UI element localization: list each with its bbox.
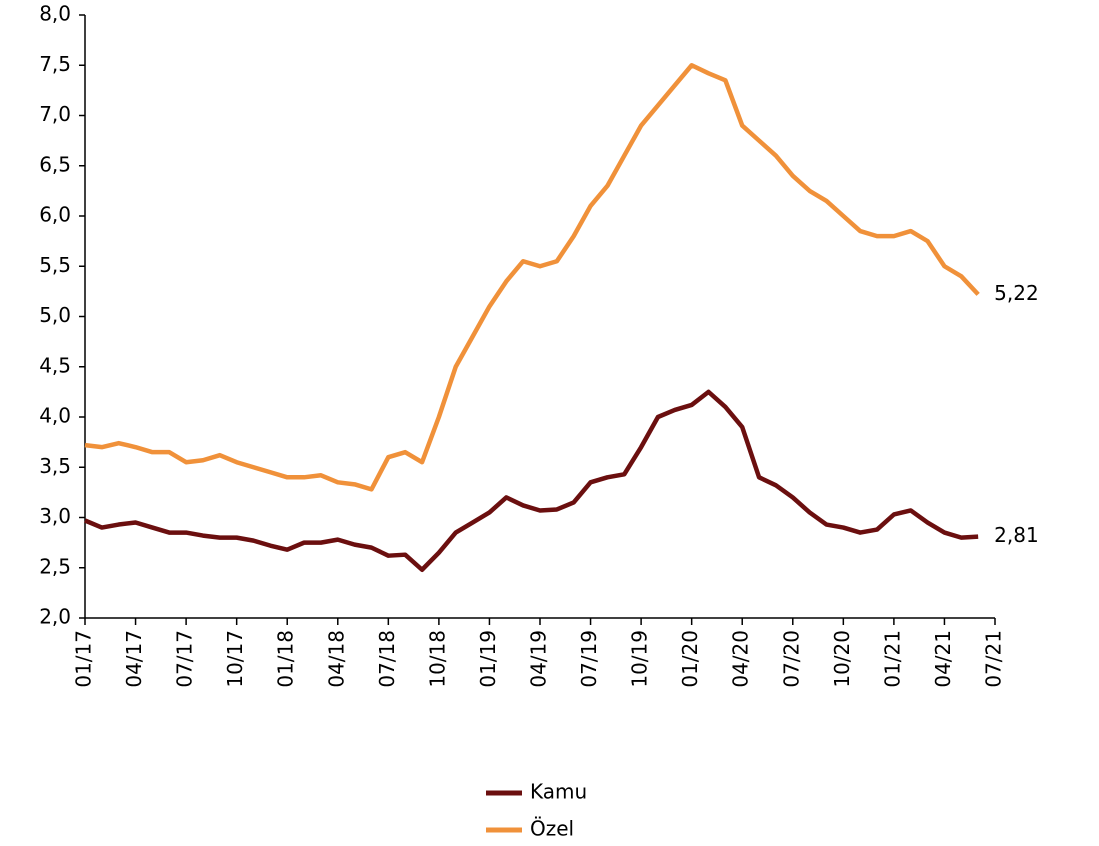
y-tick-label: 2,5 (39, 554, 71, 578)
y-tick-label: 3,0 (39, 504, 71, 528)
y-tick-label: 2,0 (39, 605, 71, 629)
x-tick-label: 04/18 (324, 630, 348, 688)
x-tick-label: 07/20 (779, 630, 803, 688)
x-tick-label: 01/17 (72, 630, 96, 688)
x-tick-label: 10/17 (223, 630, 247, 688)
line-series (84, 63, 980, 492)
x-tick-label: 04/20 (729, 630, 753, 688)
line-series (84, 389, 979, 573)
y-tick-label: 6,0 (39, 203, 71, 227)
legend-label: Kamu (530, 780, 587, 804)
y-tick-label: 7,5 (39, 52, 71, 76)
x-tick-label: 10/20 (830, 630, 854, 688)
end-label: 2,81 (994, 523, 1039, 547)
legend-label: Özel (530, 817, 574, 841)
end-label: 5,22 (994, 281, 1039, 305)
y-tick-label: 7,0 (39, 102, 71, 126)
y-tick-label: 3,5 (39, 454, 71, 478)
x-tick-label: 04/21 (931, 630, 955, 688)
y-tick-label: 5,0 (39, 303, 71, 327)
x-tick-label: 04/19 (527, 630, 551, 688)
x-tick-label: 01/18 (274, 630, 298, 688)
x-tick-label: 07/17 (173, 630, 197, 688)
x-tick-label: 04/17 (122, 630, 146, 688)
x-tick-label: 07/18 (375, 630, 399, 688)
x-tick-label: 01/19 (476, 630, 500, 688)
x-tick-label: 07/21 (982, 630, 1006, 688)
y-tick-label: 4,5 (39, 353, 71, 377)
y-tick-label: 8,0 (39, 2, 71, 26)
x-tick-label: 10/19 (628, 630, 652, 688)
x-tick-label: 07/19 (577, 630, 601, 688)
x-tick-label: 10/18 (425, 630, 449, 688)
y-tick-label: 5,5 (39, 253, 71, 277)
y-tick-label: 4,0 (39, 404, 71, 428)
y-tick-label: 6,5 (39, 152, 71, 176)
x-tick-label: 01/21 (880, 630, 904, 688)
x-tick-label: 01/20 (678, 630, 702, 688)
